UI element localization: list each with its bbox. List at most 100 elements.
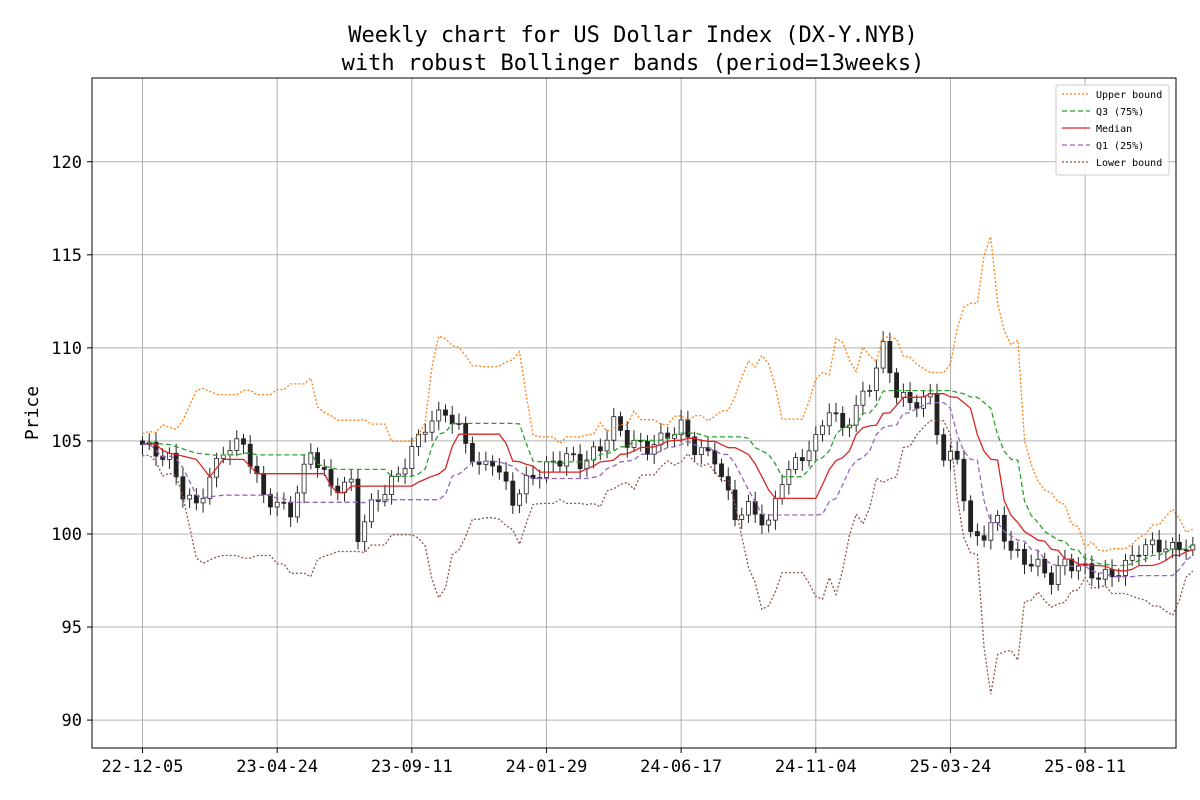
candle-body: [382, 494, 388, 502]
candle-body: [570, 453, 576, 456]
candle-body: [894, 372, 900, 398]
candle-body: [362, 521, 368, 543]
candle-body: [826, 412, 832, 427]
legend-label-q3: Q3 (75%): [1096, 107, 1144, 118]
candle-body: [355, 478, 361, 543]
candle-body: [469, 442, 475, 463]
legend: Upper bound Q3 (75%) Median Q1 (25%) Lower b…: [1055, 84, 1170, 176]
candle-body: [941, 434, 947, 461]
candle-body: [725, 476, 731, 491]
candle-body: [1022, 548, 1027, 565]
candlesticks: [140, 331, 1196, 595]
candle-body: [517, 493, 522, 506]
candle-body: [618, 416, 623, 431]
candle-body: [544, 461, 549, 478]
candle-body: [1008, 540, 1014, 551]
x-tick-label: 24-06-17: [640, 757, 722, 777]
legend-label-median: Median: [1096, 124, 1132, 135]
candle-body: [173, 452, 179, 478]
q3-band-line: [142, 389, 1194, 567]
candle-body: [1190, 544, 1196, 551]
candle-body: [180, 476, 186, 500]
candle-body: [746, 501, 751, 516]
y-tick-label: 95: [62, 618, 82, 638]
candle-body: [1035, 558, 1041, 567]
y-tick-label: 100: [51, 525, 82, 545]
median-band-line: [142, 393, 1193, 572]
legend-label-upper: Upper bound: [1096, 90, 1162, 101]
candle-body: [981, 535, 987, 541]
candle-body: [988, 522, 994, 541]
candle-body: [315, 452, 320, 468]
candle-body: [1150, 539, 1155, 546]
candle-body: [961, 458, 967, 502]
candle-body: [523, 474, 529, 495]
candle-body: [719, 463, 724, 478]
candle-body: [321, 467, 327, 470]
candle-body: [268, 494, 273, 508]
candle-body: [880, 340, 886, 369]
candle-body: [772, 498, 778, 521]
candle-body: [860, 390, 866, 406]
candle-body: [429, 420, 435, 433]
grid: [92, 78, 1176, 748]
candle-body: [766, 519, 772, 526]
candle-body: [496, 465, 502, 473]
legend-box: [1055, 84, 1170, 176]
candle-body: [1156, 539, 1162, 553]
candle-body: [1129, 554, 1135, 561]
candle-body: [1123, 559, 1128, 577]
x-axis: 22-12-05 23-04-24 23-09-11 24-01-29 24-06-17…: [102, 748, 1126, 777]
x-tick-label: 25-08-11: [1044, 757, 1126, 777]
candle-body: [995, 514, 1000, 524]
plot-frame: [91, 77, 1177, 749]
x-tick-label: 24-11-04: [775, 757, 857, 777]
candle-body: [389, 475, 395, 495]
candle-body: [685, 419, 691, 438]
candle-body: [1001, 514, 1007, 542]
candle-body: [712, 450, 718, 465]
candle-body: [813, 434, 819, 452]
candle-body: [348, 478, 354, 483]
candle-body: [914, 402, 920, 409]
candle-body: [1055, 565, 1061, 585]
upper-band-line: [142, 236, 1194, 552]
candle-body: [658, 432, 664, 446]
candle-body: [799, 457, 805, 462]
candle-body: [422, 431, 428, 435]
y-tick-label: 90: [62, 711, 82, 731]
candle-body: [503, 471, 509, 482]
candle-body: [449, 414, 455, 425]
candle-body: [853, 404, 859, 426]
candle-body: [1183, 549, 1189, 552]
y-tick-label: 115: [51, 246, 82, 266]
candle-body: [140, 440, 145, 446]
candle-body: [510, 480, 516, 506]
candle-body: [651, 444, 657, 455]
lower-band-line: [142, 420, 1194, 695]
candle-body: [234, 438, 240, 451]
candle-body: [1176, 541, 1182, 551]
candle-body: [443, 409, 448, 416]
candle-body: [564, 453, 570, 467]
candle-body: [900, 391, 906, 398]
bollinger-bands: [142, 236, 1194, 695]
chart-title-line-2: with robust Bollinger bands (period=13we…: [342, 51, 925, 76]
q1-band-line: [142, 401, 1194, 578]
candle-body: [463, 423, 469, 444]
x-tick-label: 23-09-11: [371, 757, 453, 777]
candle-body: [873, 367, 879, 391]
candle-body: [779, 484, 785, 499]
candle-body: [409, 446, 415, 469]
candle-body: [1136, 554, 1142, 557]
candle-body: [624, 429, 630, 448]
candle-body: [954, 450, 960, 460]
candle-body: [261, 473, 267, 495]
candle-body: [833, 412, 839, 415]
candle-body: [793, 457, 799, 470]
legend-label-q1: Q1 (25%): [1096, 141, 1144, 152]
candle-body: [301, 463, 307, 494]
candle-body: [207, 476, 213, 499]
